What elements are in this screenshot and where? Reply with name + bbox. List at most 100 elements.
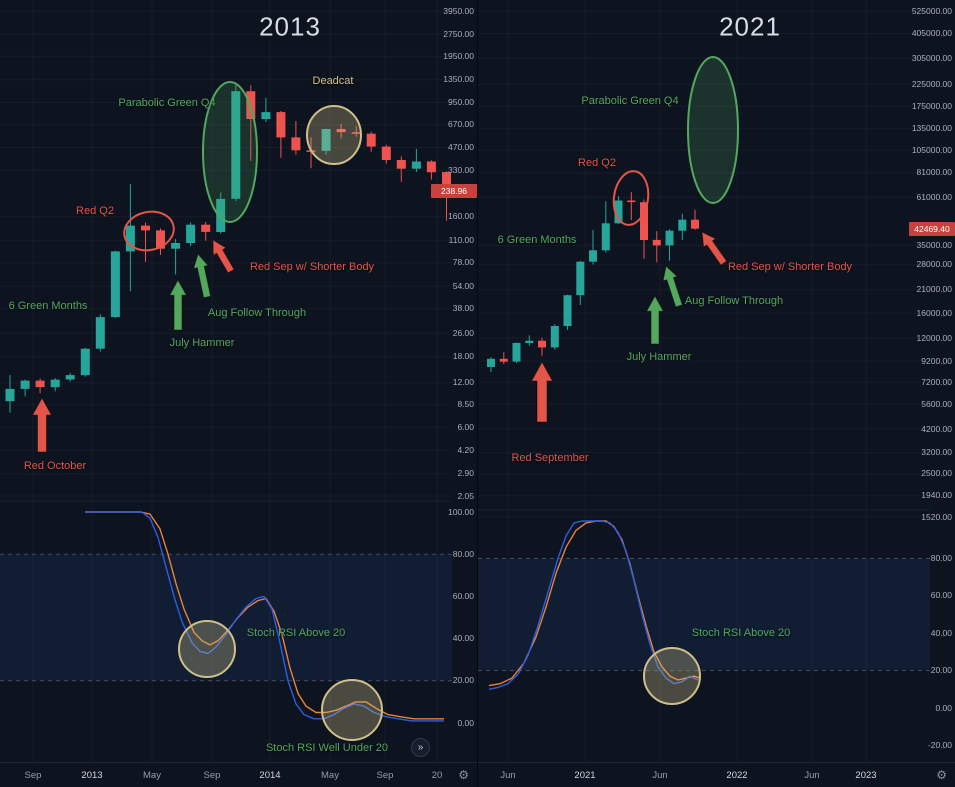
- annotation-red-q2[interactable]: Red Q2: [578, 157, 616, 169]
- axis-label: 110.00: [448, 235, 474, 246]
- axis-label: 21000.00: [916, 284, 952, 295]
- time-axis-label: 2013: [81, 770, 103, 781]
- candlestick-chart-2021[interactable]: [478, 0, 955, 787]
- time-axis-label: Jun: [500, 770, 516, 781]
- axis-label: 1950.00: [443, 50, 474, 61]
- annotation-red-sep-shorter-body[interactable]: Red Sep w/ Shorter Body: [727, 261, 853, 273]
- chart-panel-2013: 2013 Deadcat Parabolic Green Q4 Red Q2 6…: [0, 0, 477, 787]
- axis-label: 40.00: [930, 627, 952, 638]
- annotation-six-green-months[interactable]: 6 Green Months: [8, 300, 88, 312]
- axis-label: 1940.00: [921, 490, 952, 501]
- axis-label: 135000.00: [911, 123, 952, 134]
- axis-label: 26.00: [452, 327, 474, 338]
- annotation-red-sep-shorter-body[interactable]: Red Sep w/ Shorter Body: [249, 261, 375, 273]
- axis-label: 3200.00: [921, 447, 952, 458]
- axis-label: 16000.00: [916, 307, 952, 318]
- time-axis[interactable]: ⚙ Jun 2021 Jun 2022 Jun 2023: [478, 762, 955, 787]
- axis-label: 40.00: [452, 633, 474, 644]
- axis-label: 12000.00: [916, 332, 952, 343]
- annotation-deadcat[interactable]: Deadcat: [312, 75, 354, 87]
- time-axis-label: 2021: [574, 770, 596, 781]
- axis-label: 7200.00: [921, 376, 952, 387]
- annotation-stoch-rsi-above-20[interactable]: Stoch RSI Above 20: [246, 627, 346, 639]
- axis-label: 330.00: [448, 164, 474, 175]
- last-price-badge: 238.96: [431, 183, 477, 198]
- axis-label: 105000.00: [911, 144, 952, 155]
- axis-label: 80.00: [452, 548, 474, 559]
- time-axis-label: May: [321, 770, 339, 781]
- axis-label: 305000.00: [911, 52, 952, 63]
- annotation-july-hammer[interactable]: July Hammer: [626, 351, 692, 363]
- axis-label: 35000.00: [916, 239, 952, 250]
- axis-label: 3950.00: [443, 5, 474, 16]
- axis-label: 175000.00: [911, 100, 952, 111]
- annotation-red-q2[interactable]: Red Q2: [76, 205, 114, 217]
- time-axis-label: Sep: [376, 770, 394, 781]
- chart-title-2021[interactable]: 2021: [719, 11, 781, 42]
- axis-label: 60.00: [452, 590, 474, 601]
- annotation-stoch-rsi-above-20[interactable]: Stoch RSI Above 20: [691, 627, 791, 639]
- annotation-july-hammer[interactable]: July Hammer: [169, 337, 235, 349]
- axis-label: 525000.00: [911, 5, 952, 16]
- axis-label: 28000.00: [916, 259, 952, 270]
- time-axis-label: May: [143, 770, 161, 781]
- time-axis-label: Sep: [24, 770, 42, 781]
- axis-label: 0.00: [457, 717, 474, 728]
- candlestick-chart-2013[interactable]: [0, 0, 477, 787]
- axis-label: 2750.00: [443, 28, 474, 39]
- time-axis-label: 2014: [259, 770, 281, 781]
- axis-label: 9200.00: [921, 355, 952, 366]
- axis-label: 20.00: [452, 675, 474, 686]
- axis-label: 54.00: [452, 280, 474, 291]
- price-axis[interactable]: 3950.00 2750.00 1950.00 1350.00 950.00 670.00…: [415, 0, 477, 762]
- axis-label: 470.00: [448, 142, 474, 152]
- axis-label: 0.00: [935, 702, 952, 713]
- settings-gear-icon[interactable]: ⚙: [458, 768, 469, 782]
- annotation-red-october[interactable]: Red October: [23, 460, 87, 472]
- axis-label: 2.90: [457, 468, 474, 479]
- time-axis-label: 2023: [855, 770, 877, 781]
- axis-label: 20.00: [930, 665, 952, 676]
- scroll-to-latest-button[interactable]: »: [411, 738, 430, 757]
- panel-divider: [477, 0, 478, 787]
- annotation-stoch-rsi-well-under-20[interactable]: Stoch RSI Well Under 20: [265, 742, 389, 754]
- axis-label: 950.00: [448, 96, 474, 107]
- price-axis[interactable]: 525000.00 405000.00 305000.00 225000.00 1750…: [893, 0, 955, 762]
- axis-label: 5600.00: [921, 398, 952, 409]
- annotation-red-september[interactable]: Red September: [511, 452, 589, 464]
- axis-label: 2500.00: [921, 468, 952, 479]
- axis-label: 225000.00: [911, 78, 952, 89]
- axis-label: 12.00: [452, 377, 474, 388]
- axis-label: 670.00: [448, 119, 474, 130]
- settings-gear-icon[interactable]: ⚙: [936, 768, 947, 782]
- annotation-parabolic-green-q4[interactable]: Parabolic Green Q4: [581, 95, 679, 107]
- annotation-aug-follow-through[interactable]: Aug Follow Through: [684, 295, 784, 307]
- axis-label: 60.00: [930, 590, 952, 601]
- axis-label: 4200.00: [921, 423, 952, 434]
- axis-label: 405000.00: [911, 27, 952, 38]
- annotation-six-green-months[interactable]: 6 Green Months: [497, 234, 577, 246]
- time-axis-label: Sep: [203, 770, 221, 781]
- axis-label: 2.05: [457, 490, 474, 501]
- last-price-badge: 42469.40: [909, 221, 955, 236]
- axis-label: 100.00: [448, 506, 474, 517]
- axis-label: 78.00: [452, 257, 474, 268]
- time-axis-label: Jun: [652, 770, 668, 781]
- time-axis-label: 20: [431, 770, 443, 781]
- time-axis[interactable]: ⚙ Sep 2013 May Sep 2014 May Sep 20: [0, 762, 477, 787]
- axis-label: 38.00: [452, 303, 474, 314]
- axis-label: 61000.00: [916, 191, 952, 202]
- chart-panel-2021: 2021 Parabolic Green Q4 Red Q2 6 Green M…: [478, 0, 955, 787]
- axis-label: 1520.00: [921, 511, 952, 522]
- axis-label: 160.00: [448, 211, 474, 222]
- annotation-aug-follow-through[interactable]: Aug Follow Through: [207, 307, 307, 319]
- annotation-parabolic-green-q4[interactable]: Parabolic Green Q4: [118, 97, 216, 109]
- time-axis-label: Jun: [804, 770, 820, 781]
- chart-title-2013[interactable]: 2013: [259, 11, 321, 42]
- axis-label: 8.50: [457, 399, 474, 410]
- axis-label: 18.00: [452, 351, 474, 362]
- time-axis-label: 2022: [726, 770, 748, 781]
- axis-label: 80.00: [930, 552, 952, 563]
- axis-label: 81000.00: [916, 167, 952, 178]
